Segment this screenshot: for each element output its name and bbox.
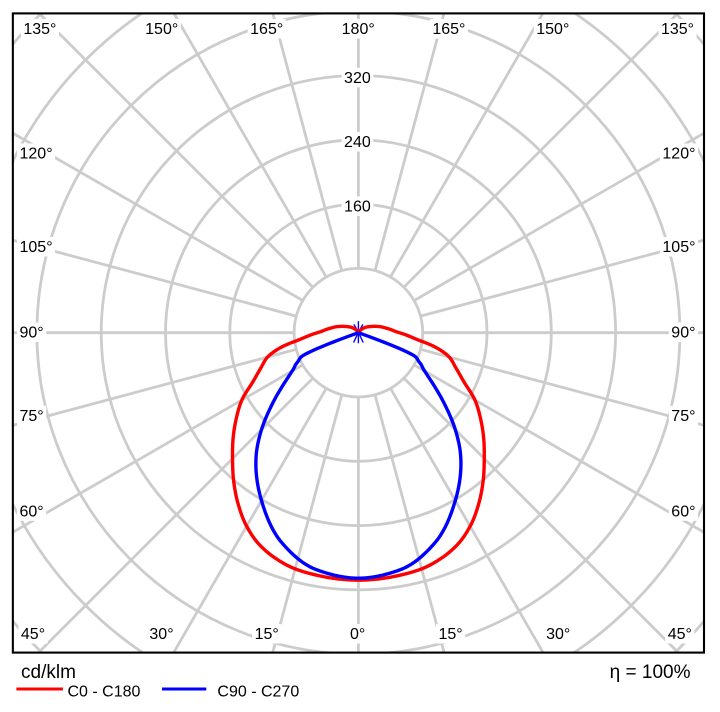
svg-text:C90 - C270: C90 - C270 bbox=[217, 684, 299, 701]
svg-text:75°: 75° bbox=[20, 408, 44, 425]
svg-text:60°: 60° bbox=[671, 503, 695, 520]
svg-text:320: 320 bbox=[344, 70, 371, 87]
svg-text:120°: 120° bbox=[662, 146, 695, 163]
svg-text:135°: 135° bbox=[661, 21, 694, 38]
svg-text:240: 240 bbox=[344, 134, 371, 151]
svg-text:105°: 105° bbox=[662, 239, 695, 256]
svg-text:30°: 30° bbox=[149, 626, 173, 643]
svg-text:165°: 165° bbox=[250, 21, 283, 38]
svg-text:cd/klm: cd/klm bbox=[21, 662, 76, 683]
svg-text:150°: 150° bbox=[145, 21, 178, 38]
svg-text:45°: 45° bbox=[21, 626, 45, 643]
svg-text:C0 - C180: C0 - C180 bbox=[68, 684, 141, 701]
svg-text:90°: 90° bbox=[20, 325, 44, 342]
svg-text:60°: 60° bbox=[20, 503, 44, 520]
svg-text:160: 160 bbox=[344, 198, 371, 215]
svg-text:90°: 90° bbox=[671, 325, 695, 342]
svg-text:η = 100%: η = 100% bbox=[610, 662, 691, 683]
svg-text:75°: 75° bbox=[671, 408, 695, 425]
svg-text:30°: 30° bbox=[546, 626, 570, 643]
svg-text:15°: 15° bbox=[255, 626, 279, 643]
svg-text:150°: 150° bbox=[536, 21, 569, 38]
svg-text:180°: 180° bbox=[342, 21, 375, 38]
svg-text:165°: 165° bbox=[432, 21, 465, 38]
svg-text:105°: 105° bbox=[20, 239, 53, 256]
svg-text:45°: 45° bbox=[668, 626, 692, 643]
svg-text:135°: 135° bbox=[23, 21, 56, 38]
svg-text:120°: 120° bbox=[20, 146, 53, 163]
svg-text:0°: 0° bbox=[350, 626, 365, 643]
svg-text:15°: 15° bbox=[438, 626, 462, 643]
